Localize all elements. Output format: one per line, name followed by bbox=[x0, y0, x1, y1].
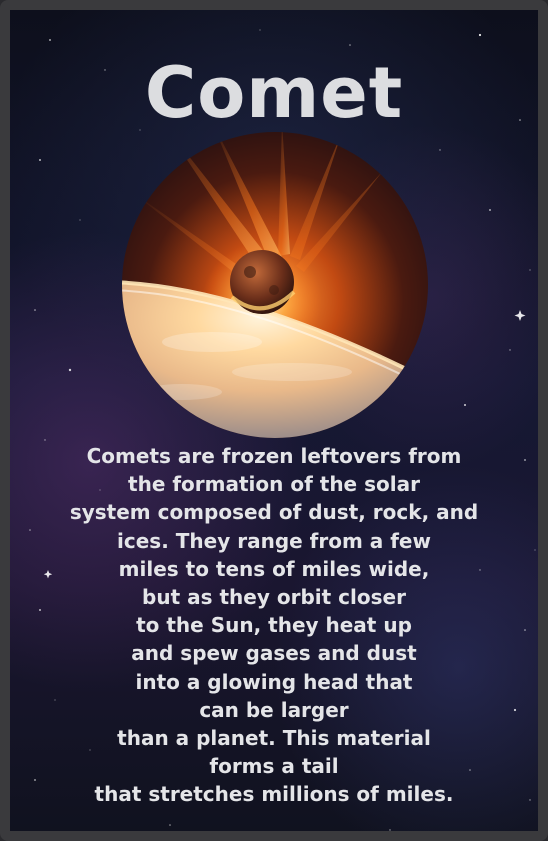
card-description: Comets are frozen leftovers from the for… bbox=[69, 444, 479, 807]
card-title: Comet bbox=[144, 52, 404, 134]
comet-impact-illustration bbox=[122, 132, 428, 438]
